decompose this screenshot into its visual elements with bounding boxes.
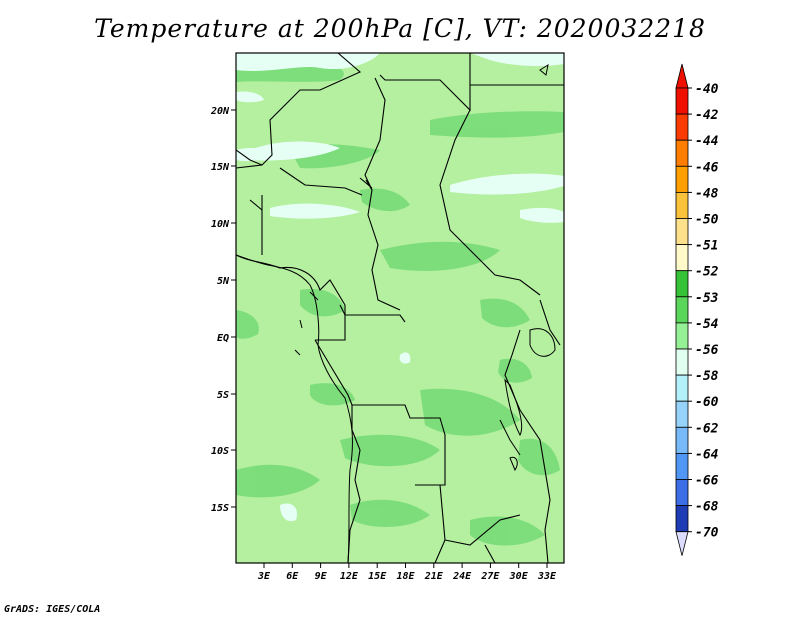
colorbar-label: -56 bbox=[695, 343, 719, 358]
lat-label: 10N bbox=[211, 219, 230, 230]
lon-label: 9E bbox=[315, 571, 328, 582]
colorbar-label: -66 bbox=[695, 474, 719, 489]
lon-label: 30E bbox=[509, 571, 529, 582]
lat-label: 10S bbox=[211, 446, 229, 457]
colorbar-swatch bbox=[675, 452, 689, 480]
colorbar-label: -62 bbox=[695, 421, 719, 436]
colorbar-swatch bbox=[675, 244, 689, 272]
longitude-axis: 3E 6E 9E 12E 15E 18E 21E 24E 27E 30E 33E bbox=[257, 563, 557, 582]
colorbar-swatch bbox=[675, 113, 689, 141]
lat-label: 5S bbox=[217, 390, 229, 401]
grads-credit: GrADS: IGES/COLA bbox=[4, 604, 101, 615]
colorbar-swatch bbox=[675, 322, 689, 350]
colorbar-swatch bbox=[675, 139, 689, 167]
colorbar-label: -70 bbox=[695, 526, 719, 541]
lon-label: 6E bbox=[286, 571, 299, 582]
colorbar-swatch bbox=[675, 296, 689, 324]
country-borders bbox=[236, 53, 564, 563]
colorbar-swatch bbox=[675, 374, 689, 402]
colorbar-label: -51 bbox=[695, 239, 718, 254]
lon-label: 27E bbox=[480, 571, 500, 582]
map-frame bbox=[235, 52, 565, 564]
colorbar-swatch bbox=[675, 270, 689, 298]
colorbar-swatch bbox=[675, 348, 689, 376]
colorbar-label: -60 bbox=[695, 395, 719, 410]
lon-label: 15E bbox=[368, 571, 387, 582]
coastline bbox=[236, 63, 556, 563]
colorbar-swatch bbox=[675, 165, 689, 193]
lat-label: 5N bbox=[217, 276, 230, 287]
colorbar-swatch bbox=[675, 479, 689, 507]
colorbar-swatch bbox=[675, 218, 689, 246]
lon-label: 18E bbox=[396, 571, 415, 582]
lon-label: 3E bbox=[257, 571, 271, 582]
colorbar-swatch bbox=[675, 400, 689, 428]
colorbar-label: -48 bbox=[695, 186, 719, 201]
colorbar-label: -52 bbox=[695, 265, 719, 280]
map-title: Temperature at 200hPa [C], VT: 202003221… bbox=[94, 14, 706, 43]
colorbar-label: -68 bbox=[695, 500, 719, 515]
lat-label: 15N bbox=[211, 162, 230, 173]
cold-patches bbox=[236, 53, 564, 522]
colorbar-swatch bbox=[675, 426, 689, 454]
colorbar-label: -46 bbox=[695, 160, 719, 175]
lat-label: EQ bbox=[217, 333, 229, 344]
colorbar-bottom-cap bbox=[675, 531, 689, 556]
lon-label: 24E bbox=[452, 571, 472, 582]
colorbar-label: -53 bbox=[695, 291, 719, 306]
lat-label: 15S bbox=[211, 503, 229, 514]
colorbar-top-cap bbox=[675, 63, 689, 89]
color-bar-legend: -40 -42 -44 -46 -48 -50 -51 -52 -53 -54 -56 -58 -60 -… bbox=[675, 63, 719, 556]
lat-label: 20N bbox=[210, 106, 230, 117]
colorbar-label: -50 bbox=[695, 213, 719, 228]
colorbar-label: -40 bbox=[695, 82, 719, 97]
warm-patches bbox=[236, 60, 564, 546]
lon-label: 21E bbox=[424, 571, 444, 582]
colorbar-swatch bbox=[675, 191, 689, 219]
colorbar-label: -54 bbox=[695, 317, 719, 332]
colorbar-swatch bbox=[675, 87, 689, 115]
latitude-axis: 20N 15N 10N 5N EQ 5S 10S 15S bbox=[210, 106, 236, 514]
lon-label: 12E bbox=[340, 571, 359, 582]
colorbar-label: -58 bbox=[695, 369, 719, 384]
lon-label: 33E bbox=[537, 571, 557, 582]
colorbar-label: -42 bbox=[695, 108, 719, 123]
colorbar-label: -64 bbox=[695, 447, 719, 462]
colorbar-swatch bbox=[675, 505, 689, 533]
colorbar-label: -44 bbox=[695, 134, 719, 149]
